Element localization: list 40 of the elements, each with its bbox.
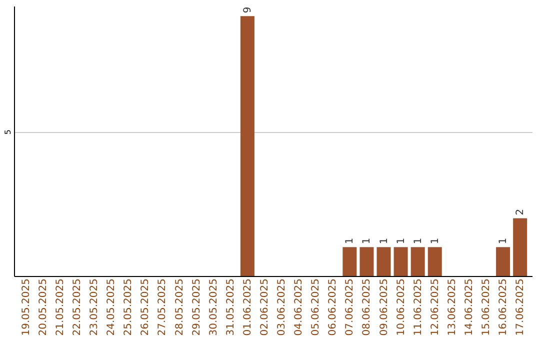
x-tick-label: 25.05.2025 — [123, 278, 134, 336]
data-label: 1 — [362, 238, 373, 244]
data-label: 1 — [396, 238, 407, 244]
x-tick-label: 10.06.2025 — [396, 278, 407, 336]
x-tick-label: 17.06.2025 — [515, 278, 526, 336]
data-label: 1 — [378, 238, 390, 244]
x-tick-label: 12.06.2025 — [430, 278, 441, 336]
x-tick-label: 19.05.2025 — [20, 278, 32, 336]
x-tick-label: 01.06.2025 — [242, 278, 254, 336]
x-tick-label: 13.06.2025 — [446, 278, 458, 336]
data-label: 1 — [430, 238, 441, 244]
x-tick-label: 30.05.2025 — [208, 278, 220, 336]
x-tick-label: 09.06.2025 — [378, 278, 390, 336]
data-label: 1 — [498, 238, 510, 244]
y-tick-label: 5 — [4, 130, 12, 135]
x-tick-label: 15.06.2025 — [480, 278, 492, 336]
x-tick-label: 26.05.2025 — [140, 278, 152, 336]
x-tick-label: 11.06.2025 — [412, 278, 424, 336]
x-tick-label: 23.05.2025 — [89, 278, 100, 336]
x-tick-label: 02.06.2025 — [259, 278, 270, 336]
data-label: 9 — [242, 6, 254, 14]
x-tick-label: 04.06.2025 — [294, 278, 305, 336]
data-label: 1 — [412, 238, 424, 244]
x-tick-label: 22.05.2025 — [72, 278, 84, 336]
x-tick-label: 14.06.2025 — [464, 278, 475, 336]
data-label: 1 — [344, 238, 356, 244]
x-tick-label: 05.06.2025 — [310, 278, 322, 336]
x-tick-label: 16.06.2025 — [498, 278, 510, 336]
x-tick-label: 31.05.2025 — [225, 278, 236, 336]
data-label: 2 — [515, 208, 526, 216]
x-tick-label: 20.05.2025 — [38, 278, 49, 336]
x-tick-label: 21.05.2025 — [55, 278, 66, 336]
x-tick-label: 07.06.2025 — [344, 278, 356, 336]
x-tick-label: 24.05.2025 — [106, 278, 118, 336]
x-tick-label: 27.05.2025 — [157, 278, 168, 336]
x-tick-label: 29.05.2025 — [191, 278, 202, 336]
x-tick-label: 03.06.2025 — [276, 278, 288, 336]
x-tick-label: 08.06.2025 — [362, 278, 373, 336]
x-tick-label: 28.05.2025 — [174, 278, 186, 336]
x-tick-label: 06.06.2025 — [328, 278, 339, 336]
